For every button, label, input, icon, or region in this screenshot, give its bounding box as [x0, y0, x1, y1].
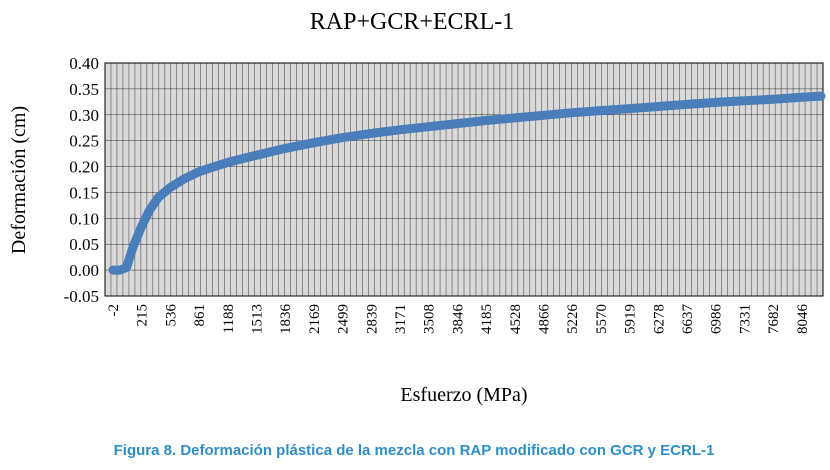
series-line — [108, 91, 826, 275]
x-tick-label: 1836 — [278, 304, 294, 335]
y-tick-label: 0.20 — [69, 158, 99, 177]
y-axis-label: Deformación (cm) — [8, 106, 30, 254]
x-tick-label: 7682 — [766, 304, 782, 334]
x-tick-label: 2839 — [364, 304, 380, 334]
y-tick-label: 0.15 — [69, 183, 99, 202]
x-tick-label: 3508 — [422, 304, 438, 334]
x-tick-label: 3846 — [450, 304, 466, 335]
x-tick-label: 5226 — [565, 304, 581, 335]
x-tick-label: 6637 — [680, 304, 696, 335]
x-tick-label: 861 — [192, 304, 208, 327]
y-tick-labels: 0.40 0.35 0.30 0.25 0.20 0.15 0.10 0.05 0.00 -0.0… — [64, 54, 99, 306]
x-tick-label: 4185 — [479, 304, 495, 334]
x-tick-label: 1188 — [221, 304, 237, 333]
x-tick-label: 8046 — [795, 304, 811, 335]
x-axis-label: Esfuerzo (MPa) — [400, 384, 527, 406]
horizontal-gridlines — [105, 62, 823, 297]
x-tick-label: 4528 — [508, 304, 524, 334]
y-tick-label: 0.00 — [69, 261, 99, 280]
y-tick-label: -0.05 — [64, 287, 99, 306]
x-tick-label: 215 — [135, 304, 151, 327]
x-tick-label: 1513 — [250, 304, 266, 334]
x-tick-labels: -2 215 536 861 1188 1513 1836 2169 2499 2839 3171 3… — [106, 304, 811, 335]
y-tick-label: 0.35 — [69, 80, 99, 99]
y-tick-label: 0.40 — [69, 54, 99, 73]
x-tick-label: 536 — [163, 304, 179, 327]
x-tick-label: 2499 — [336, 304, 352, 334]
x-tick-label: -2 — [106, 304, 122, 317]
x-tick-label: 5919 — [623, 304, 639, 334]
y-tick-label: 0.25 — [69, 132, 99, 151]
x-tick-label: 6986 — [709, 304, 725, 335]
x-tick-label: 2169 — [307, 304, 323, 334]
x-tick-label: 5570 — [594, 304, 610, 334]
chart-title: RAP+GCR+ECRL-1 — [310, 9, 514, 35]
y-tick-label: 0.10 — [69, 209, 99, 228]
y-tick-label: 0.05 — [69, 235, 99, 254]
x-tick-label: 3171 — [393, 304, 409, 334]
y-tick-label: 0.30 — [69, 106, 99, 125]
figure-caption: Figura 8. Deformación plástica de la mez… — [114, 442, 715, 459]
x-tick-label: 6278 — [651, 304, 667, 334]
x-tick-label: 4866 — [537, 304, 553, 335]
x-tick-label: 7331 — [737, 304, 753, 334]
